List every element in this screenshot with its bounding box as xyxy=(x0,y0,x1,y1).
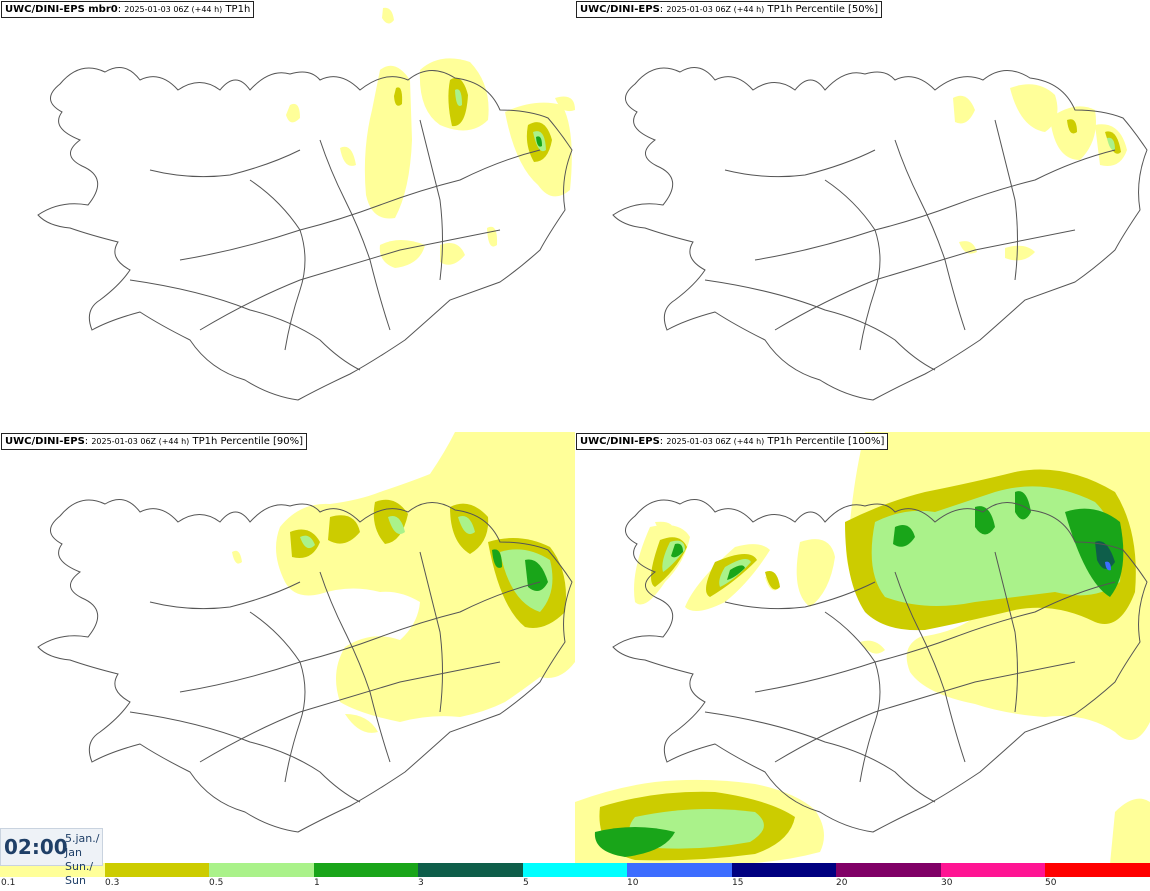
panel-title: UWC/DINI-EPS: 2025-01-03 06Z (+44 h) TP1… xyxy=(576,1,883,18)
colorbar-tick-label: 10 xyxy=(627,878,639,888)
colorbar-segment xyxy=(1045,863,1150,877)
colorbar-segment xyxy=(105,863,209,877)
map-panel-percentile-50: UWC/DINI-EPS: 2025-01-03 06Z (+44 h) TP1… xyxy=(575,0,1150,432)
valid-time-box: 02:00 5.jan./ Jan Sun./ Sun xyxy=(0,828,103,887)
colorbar-tick-label: 30 xyxy=(941,878,953,888)
valid-date: 5.jan./ Jan Sun./ Sun xyxy=(65,832,102,888)
colorbar-segment xyxy=(732,863,836,877)
panel-title: UWC/DINI-EPS mbr0: 2025-01-03 06Z (+44 h… xyxy=(1,1,255,18)
map-panel-percentile-100: UWC/DINI-EPS: 2025-01-03 06Z (+44 h) TP1… xyxy=(575,432,1150,864)
valid-date-line1: 5.jan./ Jan xyxy=(65,832,100,859)
colorbar-segment xyxy=(418,863,523,877)
precip-shading xyxy=(232,432,575,733)
colorbar-segment xyxy=(836,863,941,877)
iceland-coastline xyxy=(37,499,573,833)
precipitation-map xyxy=(37,432,575,833)
valid-date-line2: Sun./ Sun xyxy=(65,860,94,887)
precip-colorbar xyxy=(0,863,1150,877)
valid-time: 02:00 xyxy=(4,835,68,859)
colorbar-tick-label: 0.1 xyxy=(1,878,16,888)
map-panel-percentile-90: UWC/DINI-EPS: 2025-01-03 06Z (+44 h) TP1… xyxy=(0,432,575,864)
precipitation-map xyxy=(37,7,575,401)
colorbar-tick-label: 0.5 xyxy=(209,878,224,888)
colorbar-tick-label: 3 xyxy=(418,878,424,888)
colorbar-segment xyxy=(627,863,732,877)
colorbar-segment xyxy=(941,863,1045,877)
colorbar-tick-label: 1 xyxy=(314,878,320,888)
precip-shading xyxy=(575,432,1150,864)
colorbar-segment xyxy=(314,863,418,877)
colorbar-tick-label: 50 xyxy=(1045,878,1057,888)
precipitation-map xyxy=(575,432,1150,864)
iceland-coastline xyxy=(612,499,1148,833)
panel-title: UWC/DINI-EPS: 2025-01-03 06Z (+44 h) TP1… xyxy=(576,433,889,450)
iceland-coastline xyxy=(37,67,573,401)
colorbar-segment xyxy=(209,863,314,877)
colorbar-tick-label: 0.3 xyxy=(105,878,120,888)
colorbar-tick-label: 15 xyxy=(732,878,744,888)
precip-shading xyxy=(286,7,575,268)
map-panel-member0: UWC/DINI-EPS mbr0: 2025-01-03 06Z (+44 h… xyxy=(0,0,575,432)
colorbar-tick-label: 20 xyxy=(836,878,848,888)
precip-shading xyxy=(953,84,1127,261)
colorbar-segment xyxy=(0,863,105,877)
precipitation-map xyxy=(612,67,1148,401)
colorbar-segment xyxy=(523,863,627,877)
colorbar-tick-label: 5 xyxy=(523,878,529,888)
panel-title: UWC/DINI-EPS: 2025-01-03 06Z (+44 h) TP1… xyxy=(1,433,308,450)
iceland-coastline xyxy=(612,67,1148,401)
colorbar-tick-labels: 0.1 0.3 0.5 1 3 5 10 15 20 30 50 xyxy=(0,877,1150,891)
